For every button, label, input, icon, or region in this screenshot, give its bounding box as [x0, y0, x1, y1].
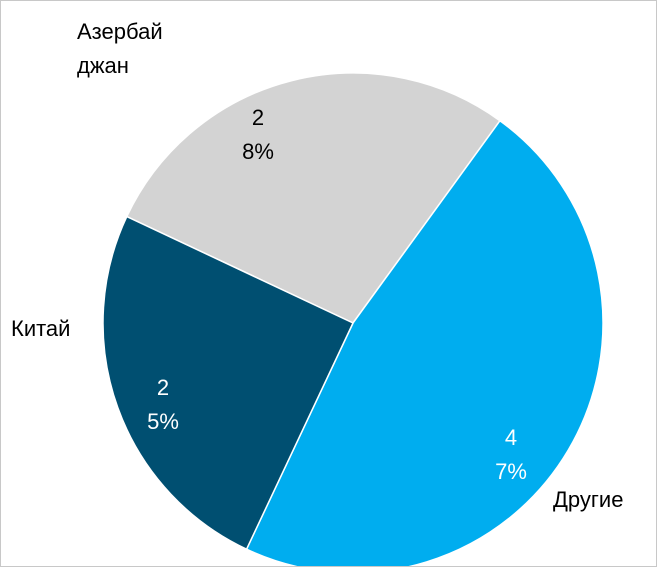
category-label: Азербайджан [77, 19, 163, 78]
value-label: 28% [242, 105, 274, 164]
value-label: 25% [147, 375, 179, 434]
pie-slice [245, 119, 604, 566]
category-label: Китай [11, 316, 71, 341]
category-label: Другие [553, 487, 624, 512]
pie-slice [102, 215, 354, 551]
pie-slice [125, 72, 501, 324]
value-label: 47% [495, 425, 527, 484]
